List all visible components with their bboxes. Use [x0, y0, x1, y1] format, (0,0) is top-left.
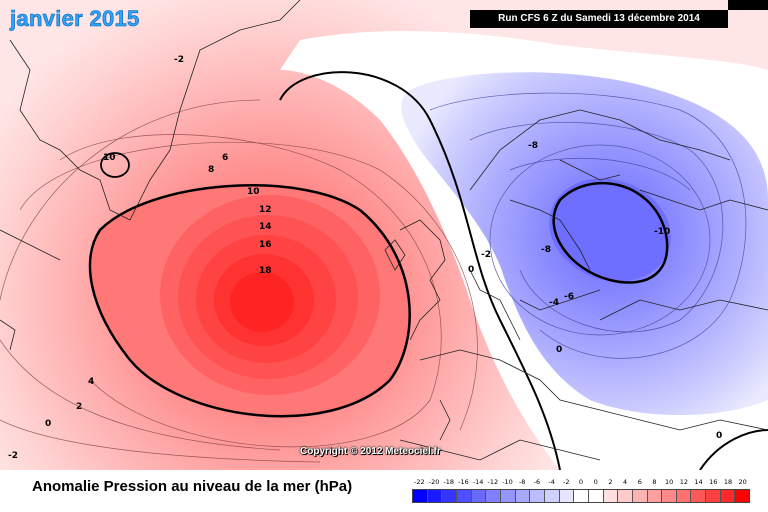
contour-label: -4	[549, 298, 559, 308]
legend-swatch	[559, 490, 575, 502]
contour-label: 16	[259, 240, 272, 250]
contour-labels: -2 10 6 8 10 12 14 16 18 4 2 0 -2 -8 -8 …	[8, 55, 722, 461]
legend-swatch	[530, 490, 545, 502]
contour-label: -2	[174, 55, 184, 65]
contour-label: 10	[103, 153, 116, 163]
legend-label: -4	[548, 478, 555, 486]
contour-10-positive	[88, 184, 411, 418]
contour-label: 0	[556, 345, 562, 355]
legend-swatches	[412, 489, 750, 503]
legend-swatch	[735, 490, 750, 502]
legend-swatch	[706, 490, 721, 502]
legend-swatch	[676, 490, 692, 502]
legend-label: 8	[652, 478, 657, 486]
legend-swatch	[486, 490, 501, 502]
legend-labels: -22 -20 -18 -16 -14 -12 -10 -8 -6 -4 -2 0 0 2 4 6 8 10 12 1…	[412, 478, 750, 488]
contour-label: -8	[541, 245, 551, 255]
legend-swatch	[427, 490, 443, 502]
contour-label: 0	[468, 265, 474, 275]
legend-swatch	[456, 490, 472, 502]
legend-label: 2	[608, 478, 613, 486]
legend-label: -2	[563, 478, 570, 486]
copyright-notice: Copyright © 2012 Meteociel.fr	[300, 446, 441, 457]
contour-label: 10	[247, 187, 260, 197]
contour-label: -6	[564, 292, 574, 302]
legend-swatch	[413, 490, 428, 502]
legend-swatch	[603, 490, 619, 502]
contour-label: 0	[716, 431, 722, 441]
contour-label: 14	[259, 222, 272, 232]
month-title: janvier 2015	[10, 6, 140, 32]
legend-label: 4	[623, 478, 628, 486]
contour-minus-10	[552, 181, 669, 284]
legend-label: 10	[665, 478, 674, 486]
contour-label: 18	[259, 266, 272, 276]
contour-label: 12	[259, 205, 272, 215]
color-legend: -22 -20 -18 -16 -14 -12 -10 -8 -6 -4 -2 0 0 2 4 6 8 10 12 1…	[412, 478, 750, 508]
legend-swatch	[662, 490, 677, 502]
legend-label: -22	[414, 478, 425, 486]
legend-label: 18	[723, 478, 733, 486]
coastlines	[0, 0, 768, 461]
legend-swatch	[588, 490, 604, 502]
contour-label: 6	[222, 153, 228, 163]
contour-label: 2	[76, 402, 82, 412]
legend-swatch	[618, 490, 633, 502]
legend-swatch	[442, 490, 457, 502]
pressure-anomaly-map: -2 10 6 8 10 12 14 16 18 4 2 0 -2 -8 -8 …	[0, 0, 768, 470]
legend-label: 0	[578, 478, 584, 486]
contour-label: 4	[88, 377, 94, 387]
legend-swatch	[500, 490, 516, 502]
legend-label: 12	[679, 478, 688, 486]
legend-title: Anomalie Pression au niveau de la mer (h…	[32, 478, 353, 495]
legend-label: 20	[738, 478, 747, 486]
legend-label: 16	[709, 478, 718, 486]
legend-label: -6	[533, 478, 541, 486]
legend-label: -18	[443, 478, 455, 486]
legend-label: -14	[472, 478, 484, 486]
corner-box	[728, 0, 768, 10]
legend-label: -16	[458, 478, 469, 486]
contour-label: 0	[45, 419, 51, 429]
legend-label: -8	[518, 478, 526, 486]
contour-zero	[279, 71, 561, 470]
contour-label: 8	[208, 165, 214, 175]
contour-zero-east	[699, 429, 768, 470]
legend-swatch	[632, 490, 648, 502]
legend-label: -20	[428, 478, 440, 486]
legend-label: 14	[694, 478, 703, 486]
legend-swatch	[574, 490, 589, 502]
legend-label: 6	[637, 478, 642, 486]
legend-swatch	[691, 490, 707, 502]
greenland-10-contour	[100, 152, 130, 178]
legend-label: 0	[593, 478, 598, 486]
legend-label: -10	[502, 478, 513, 486]
contour-label: -8	[528, 141, 538, 151]
legend-swatch	[471, 490, 487, 502]
contour-label: -2	[481, 250, 491, 260]
contour-label: -10	[654, 227, 670, 237]
contour-label: -2	[8, 451, 18, 461]
legend-swatch	[647, 490, 663, 502]
run-info-banner: Run CFS 6 Z du Samedi 13 décembre 2014	[470, 10, 728, 28]
legend-swatch	[720, 490, 736, 502]
legend-swatch	[544, 490, 560, 502]
legend-swatch	[515, 490, 531, 502]
legend-label: -12	[487, 478, 499, 486]
